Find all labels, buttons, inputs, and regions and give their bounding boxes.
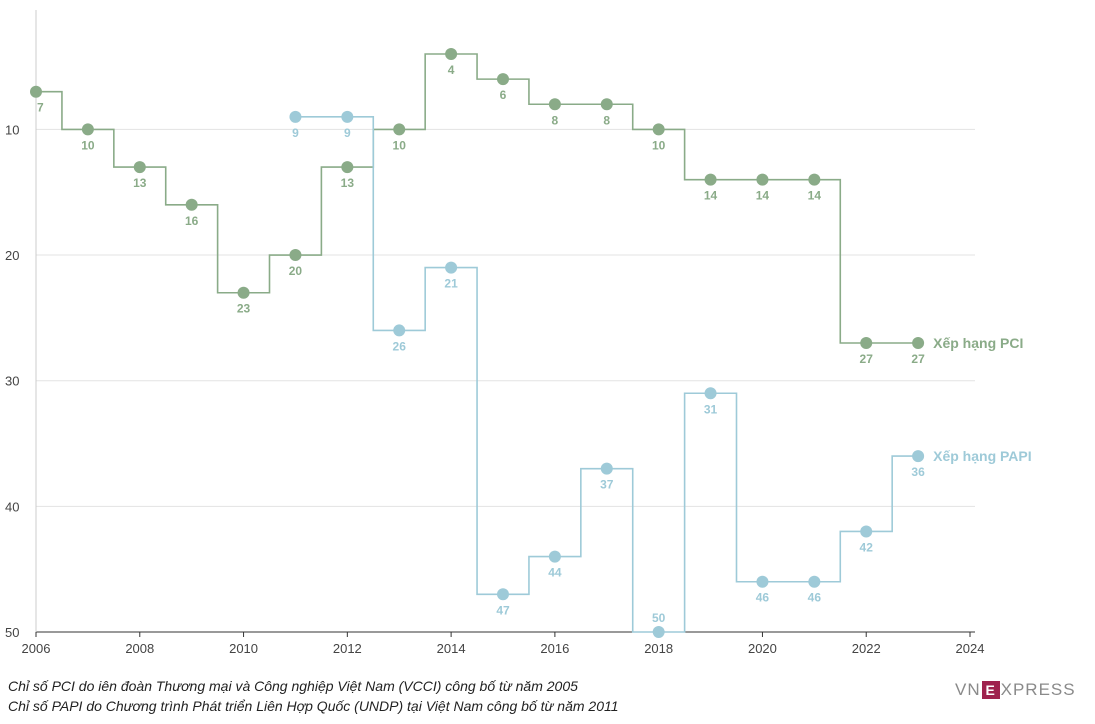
data-label-2018: 50 bbox=[652, 611, 666, 625]
data-point-2023 bbox=[912, 450, 925, 463]
x-tick-label-2012: 2012 bbox=[333, 641, 362, 656]
logo-right: XPRESS bbox=[1000, 680, 1076, 699]
data-point-2014 bbox=[445, 261, 458, 274]
data-label-2019: 14 bbox=[704, 189, 718, 203]
data-point-2021 bbox=[808, 173, 821, 186]
data-point-2006 bbox=[30, 85, 42, 98]
data-label-2009: 16 bbox=[185, 214, 199, 228]
data-label-2018: 10 bbox=[652, 138, 666, 152]
data-point-2017 bbox=[600, 462, 613, 475]
data-label-2012: 9 bbox=[344, 126, 351, 140]
data-label-2019: 31 bbox=[704, 402, 718, 416]
logo-left: VN bbox=[955, 680, 981, 699]
data-label-2007: 10 bbox=[81, 138, 95, 152]
data-label-2021: 46 bbox=[808, 591, 822, 605]
data-label-2016: 8 bbox=[552, 113, 559, 127]
data-point-2019 bbox=[704, 173, 717, 186]
data-label-2021: 14 bbox=[808, 189, 822, 203]
series-name-label: Xếp hạng PAPI bbox=[933, 448, 1032, 464]
data-point-2020 bbox=[756, 173, 769, 186]
data-label-2017: 37 bbox=[600, 478, 614, 492]
data-label-2020: 14 bbox=[756, 189, 770, 203]
data-label-2008: 13 bbox=[133, 176, 147, 190]
data-label-2015: 6 bbox=[500, 88, 507, 102]
series-line bbox=[36, 53, 919, 344]
x-tick-label-2006: 2006 bbox=[22, 641, 51, 656]
data-point-2008 bbox=[133, 161, 146, 174]
y-tick-label-40: 40 bbox=[5, 499, 19, 514]
data-point-2011 bbox=[289, 249, 302, 262]
x-tick-label-2008: 2008 bbox=[125, 641, 154, 656]
data-point-2007 bbox=[81, 123, 94, 136]
y-tick-label-10: 10 bbox=[5, 122, 19, 137]
data-point-2009 bbox=[185, 198, 198, 211]
data-label-2013: 10 bbox=[393, 138, 407, 152]
data-label-2023: 36 bbox=[911, 465, 925, 479]
vnexpress-logo: VN E XPRESS bbox=[955, 680, 1076, 700]
x-tick-label-2024: 2024 bbox=[956, 641, 985, 656]
data-label-2022: 27 bbox=[860, 352, 874, 366]
data-point-2021 bbox=[808, 575, 821, 588]
data-label-2015: 47 bbox=[496, 603, 510, 617]
series-papi: 9 9 26 21 47 44 37 50 31 46 46 42 36 Xếp hạng PAPI bbox=[289, 110, 1032, 638]
logo-mark: E bbox=[981, 681, 1000, 699]
data-point-2012 bbox=[341, 161, 354, 174]
source-notes: Chỉ số PCI do iên đoàn Thương mại và Côn… bbox=[8, 676, 619, 716]
x-tick-label-2018: 2018 bbox=[644, 641, 673, 656]
data-point-2020 bbox=[756, 575, 769, 588]
data-label-2012: 13 bbox=[341, 176, 355, 190]
data-point-2016 bbox=[548, 550, 561, 563]
data-point-2019 bbox=[704, 387, 717, 400]
data-point-2016 bbox=[548, 98, 561, 111]
series-pci: 7 10 13 16 23 20 13 10 4 6 8 8 10 14 14 14 27 27 Xếp hạng … bbox=[30, 48, 1023, 366]
data-point-2011 bbox=[289, 110, 302, 123]
x-tick-label-2014: 2014 bbox=[437, 641, 466, 656]
data-point-2017 bbox=[600, 98, 613, 111]
data-label-2011: 9 bbox=[292, 126, 299, 140]
data-label-2014: 21 bbox=[444, 277, 458, 291]
note-papi: Chỉ số PAPI do Chương trình Phát triển L… bbox=[8, 698, 619, 714]
data-point-2013 bbox=[393, 123, 406, 136]
x-tick-label-2022: 2022 bbox=[852, 641, 881, 656]
data-label-2006: 7 bbox=[37, 101, 44, 115]
data-point-2010 bbox=[237, 286, 250, 299]
data-point-2018 bbox=[652, 626, 665, 638]
data-point-2023 bbox=[912, 337, 925, 349]
data-point-2018 bbox=[652, 123, 665, 136]
y-tick-label-30: 30 bbox=[5, 374, 19, 389]
data-label-2022: 42 bbox=[860, 540, 874, 554]
data-label-2016: 44 bbox=[548, 566, 562, 580]
data-point-2022 bbox=[860, 525, 873, 538]
data-label-2010: 23 bbox=[237, 302, 251, 316]
grid-lines bbox=[36, 128, 975, 633]
data-point-2015 bbox=[497, 588, 509, 601]
x-tick-label-2020: 2020 bbox=[748, 641, 777, 656]
x-tick-label-2010: 2010 bbox=[229, 641, 258, 656]
data-label-2013: 26 bbox=[393, 339, 407, 353]
data-point-2015 bbox=[497, 73, 509, 86]
data-label-2014: 4 bbox=[448, 63, 455, 77]
data-point-2013 bbox=[393, 324, 406, 337]
data-point-2014 bbox=[445, 48, 458, 60]
data-point-2022 bbox=[860, 337, 873, 349]
y-tick-label-20: 20 bbox=[5, 248, 19, 263]
data-label-2011: 20 bbox=[289, 264, 303, 278]
note-pci: Chỉ số PCI do iên đoàn Thương mại và Côn… bbox=[8, 678, 578, 694]
data-label-2023: 27 bbox=[911, 352, 925, 366]
y-tick-label-50: 50 bbox=[5, 625, 19, 640]
data-point-2012 bbox=[341, 110, 354, 123]
data-label-2020: 46 bbox=[756, 591, 770, 605]
series-name-label: Xếp hạng PCI bbox=[933, 335, 1023, 351]
series-line bbox=[295, 116, 919, 633]
x-tick-label-2016: 2016 bbox=[540, 641, 569, 656]
data-label-2017: 8 bbox=[603, 113, 610, 127]
